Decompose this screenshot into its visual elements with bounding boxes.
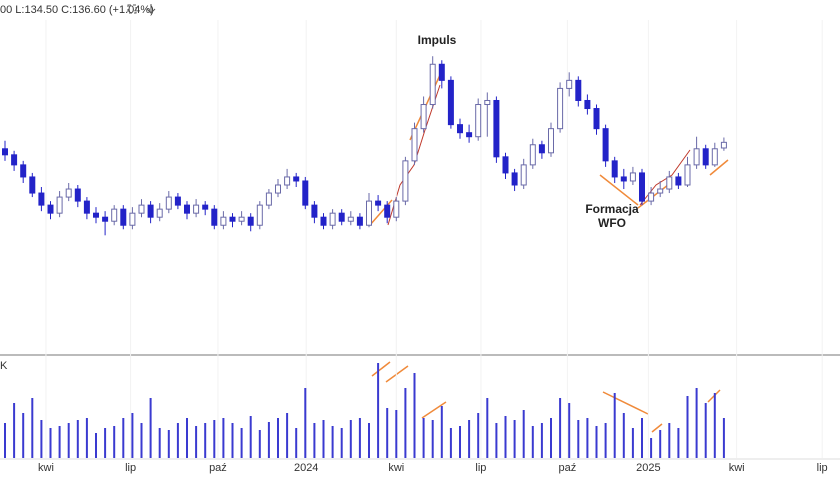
candle-body [74,188,81,202]
candle-body [265,192,272,206]
candle-body [83,200,90,214]
candle-body [384,204,391,218]
x-tick-label: lip [125,462,136,474]
candle-body [657,188,664,194]
fullscreen-icon[interactable] [127,4,137,14]
candle-body [466,132,473,138]
candle-body [684,164,691,186]
candle-body [120,208,127,226]
ohlc-header: 00 L:134.50 C:136.60 (+1.04%) [0,4,154,16]
candle-body [429,63,436,106]
x-tick-label: kwi [388,462,404,474]
candle-body [366,200,372,226]
candle-body [229,216,236,222]
candle-body [675,176,682,186]
candle-body [411,128,418,162]
x-tick-label: 2025 [636,462,660,474]
candle-body [302,180,309,206]
candle-body [320,216,327,226]
candle-body [711,148,718,166]
candle-body [402,160,409,202]
candle-body [393,200,400,218]
annotation: Formacja [585,202,639,216]
candle-body [93,212,99,218]
candle-body [247,216,254,226]
candle-body [311,204,318,218]
candle-body [238,216,245,222]
candle-body [475,104,482,138]
candle-body [484,99,491,106]
annotation: WFO [598,216,626,230]
candle-body [648,192,655,202]
volume-label: K [0,360,8,372]
candle-body [20,164,27,178]
candle-body [584,99,591,110]
annotation: Impuls [418,33,457,47]
candle-body [566,79,573,89]
candle-body [457,124,463,134]
x-tick-label: lip [475,462,486,474]
candle-body [511,172,518,186]
candle-body [639,172,645,202]
candle-body [275,184,281,194]
candle-body [548,128,554,154]
candle-body [575,79,582,101]
candle-body [557,87,564,130]
candle-body [193,204,200,214]
candle-body [629,172,636,182]
x-tick-label: kwi [729,462,745,474]
candle-body [693,148,700,166]
candle-body [138,204,145,214]
candle-body [211,208,218,226]
candle-body [493,99,500,158]
candle-body [147,204,154,218]
x-tick-label: paź [559,462,577,474]
download-icon[interactable] [146,4,156,14]
candle-body [702,148,709,166]
candle-body [438,63,445,81]
candle-body [520,164,527,186]
candle-body [593,108,600,130]
candle-body [56,196,63,214]
candle-body [502,156,509,174]
candle-body [284,176,291,186]
candle-body [356,216,363,226]
candle-body [666,176,673,190]
x-tick-label: kwi [38,462,54,474]
candle-body [2,148,8,156]
candle-body [602,128,609,162]
candle-body [220,216,227,226]
candle-body [538,144,545,154]
candle-body [420,104,427,130]
candle-body [38,192,45,206]
candle-body [47,204,54,214]
candle-body [338,212,345,222]
candle-body [11,154,18,166]
x-tick-label: 2024 [294,462,318,474]
candle-body [29,176,36,194]
candle-body [65,188,72,198]
candle-body [102,216,109,222]
candle-body [529,144,536,166]
candle-body [202,204,209,210]
x-tick-label: paź [209,462,227,474]
candle-body [174,196,181,206]
x-tick-label: lip [817,462,828,474]
candle-body [720,141,727,149]
candle-body [111,208,118,222]
candle-body [165,196,172,210]
candle-body [293,176,300,182]
candle-body [184,204,190,214]
candle-body [347,216,354,222]
candle-body [129,212,136,226]
candle-body [156,208,163,218]
candle-body [329,212,336,226]
candle-body [447,79,454,126]
candle-body [611,160,618,178]
candle-body [256,204,263,226]
candle-body [375,200,382,206]
candle-body [620,176,627,182]
